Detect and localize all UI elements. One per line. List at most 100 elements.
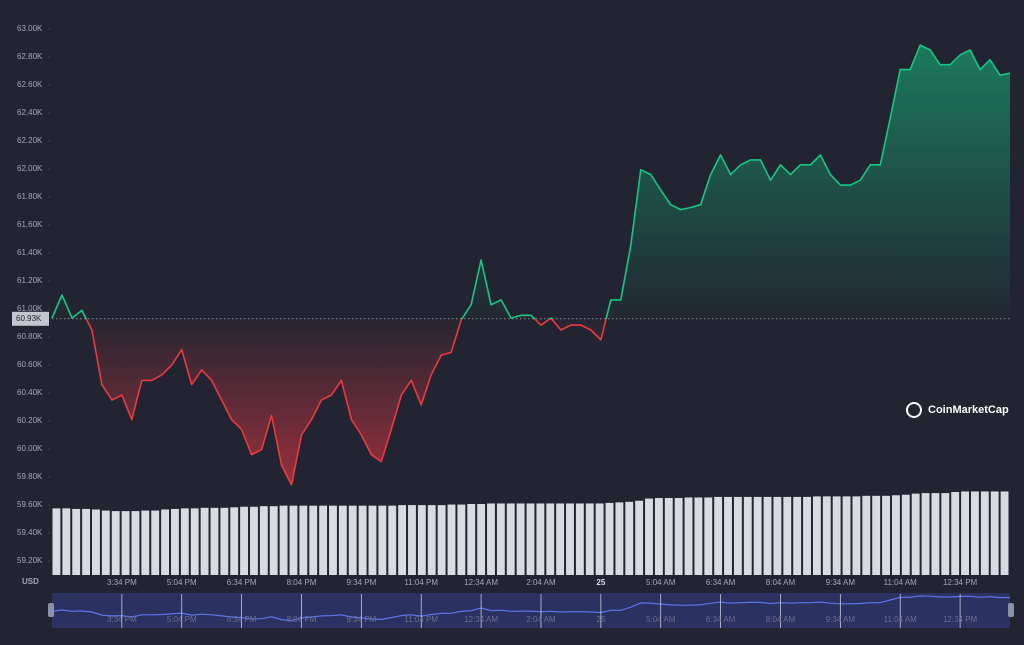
navigator-label: 9:34 AM — [826, 615, 856, 624]
y-tick-label: 60.80K — [17, 332, 43, 341]
volume-bar — [872, 495, 881, 575]
volume-bar — [773, 496, 782, 575]
navigator-handle — [48, 603, 54, 617]
volume-bar — [358, 505, 367, 575]
volume-bar — [417, 505, 426, 575]
volume-bar — [378, 505, 387, 575]
x-tick-label: 25 — [596, 578, 605, 587]
volume-bar — [457, 504, 466, 575]
volume-bar — [605, 502, 614, 575]
y-tick-label: 59.60K — [17, 500, 43, 509]
x-tick-label: 5:04 PM — [167, 578, 197, 587]
volume-bar — [467, 504, 476, 575]
volume-bar — [52, 508, 61, 575]
brand: CoinMarketCap — [928, 404, 1009, 416]
volume-bar — [338, 505, 347, 575]
navigator-label: 8:04 AM — [766, 615, 796, 624]
volume-bar — [1000, 491, 1009, 575]
volume-bar — [822, 496, 831, 575]
navigator-label: 9:34 PM — [346, 615, 376, 624]
volume-bar — [269, 506, 278, 575]
currency-label: USD — [22, 577, 39, 586]
navigator-label: 3:34 PM — [107, 615, 137, 624]
y-tick-label: 61.60K — [17, 220, 43, 229]
x-tick-label: 9:34 AM — [826, 578, 856, 587]
navigator[interactable] — [52, 593, 1010, 628]
x-tick-label: 11:04 AM — [884, 578, 918, 587]
volume-bar — [763, 496, 772, 575]
volume-bar — [812, 496, 821, 575]
volume-bar — [842, 496, 851, 575]
volume-bar — [92, 509, 100, 575]
navigator-label: 5:04 AM — [646, 615, 676, 624]
price-line — [51, 44, 1011, 486]
volume-bar — [595, 503, 604, 575]
volume-bar — [427, 505, 436, 575]
y-tick-label: 59.80K — [17, 472, 43, 481]
volume-bar — [200, 507, 209, 575]
volume-bar — [516, 503, 525, 575]
volume-bar — [82, 508, 91, 575]
volume-bar — [852, 496, 861, 575]
navigator-label: 11:04 PM — [404, 615, 438, 624]
y-tick-label: 60.20K — [17, 416, 43, 425]
volume-bar — [882, 495, 890, 575]
navigator-label: 6:34 PM — [227, 615, 257, 624]
navigator-label: 12:34 AM — [464, 615, 498, 624]
volume-bar — [684, 497, 693, 575]
volume-bar — [62, 508, 71, 575]
x-tick-label: 11:04 PM — [404, 578, 438, 587]
volume-bar — [990, 491, 999, 575]
volume-bar — [250, 506, 258, 575]
volume-bar — [348, 505, 357, 575]
y-tick-label: 62.60K — [17, 80, 43, 89]
volume-bar — [862, 495, 871, 575]
volume-bar — [625, 501, 634, 575]
navigator-label: 25 — [596, 615, 605, 624]
volume-bar — [319, 505, 328, 575]
volume-bar — [556, 503, 565, 575]
navigator-line — [51, 595, 1011, 622]
volume-bar — [477, 504, 486, 575]
volume-bar — [724, 496, 732, 575]
x-tick-label: 12:34 PM — [943, 578, 978, 587]
x-tick-label: 6:34 AM — [706, 578, 736, 587]
volume-bar — [220, 507, 229, 575]
volume-bar — [329, 505, 337, 575]
y-tick-label: 60.60K — [17, 360, 43, 369]
volume-bar — [151, 510, 160, 575]
x-tick-label: 12:34 AM — [464, 578, 498, 587]
navigator-label: 11:04 AM — [884, 615, 918, 624]
x-tick-label: 3:34 PM — [107, 578, 137, 587]
x-tick-label: 5:04 AM — [646, 578, 676, 587]
volume-bar — [743, 496, 752, 575]
volume-bar — [121, 511, 130, 575]
volume-bar — [171, 508, 179, 575]
y-tick-label: 59.20K — [17, 556, 43, 565]
volume-bar — [309, 505, 318, 575]
volume-bar — [210, 507, 219, 575]
volume-bar — [891, 495, 900, 575]
volume-bar — [289, 505, 298, 575]
volume-bar — [714, 496, 723, 575]
y-tick-label: 60.00K — [17, 444, 43, 453]
y-tick-label: 59.40K — [17, 528, 43, 537]
x-tick-label: 8:04 PM — [287, 578, 317, 587]
x-tick-label: 9:34 PM — [346, 578, 376, 587]
volume-bar — [230, 507, 239, 575]
volume-bar — [674, 498, 683, 575]
navigator-handle — [1008, 603, 1014, 617]
volume-bar — [911, 493, 920, 575]
volume-bar — [961, 491, 969, 575]
volume-bar — [299, 505, 308, 575]
volume-bar — [161, 509, 170, 575]
volume-bar — [980, 491, 989, 575]
x-tick-label: 6:34 PM — [227, 578, 257, 587]
volume-bar — [141, 510, 150, 575]
volume-bar — [536, 503, 545, 575]
y-tick-label: 63.00K — [17, 24, 43, 33]
volume-bar — [279, 505, 288, 575]
volume-bar — [259, 506, 268, 575]
volume-bar — [901, 494, 910, 575]
